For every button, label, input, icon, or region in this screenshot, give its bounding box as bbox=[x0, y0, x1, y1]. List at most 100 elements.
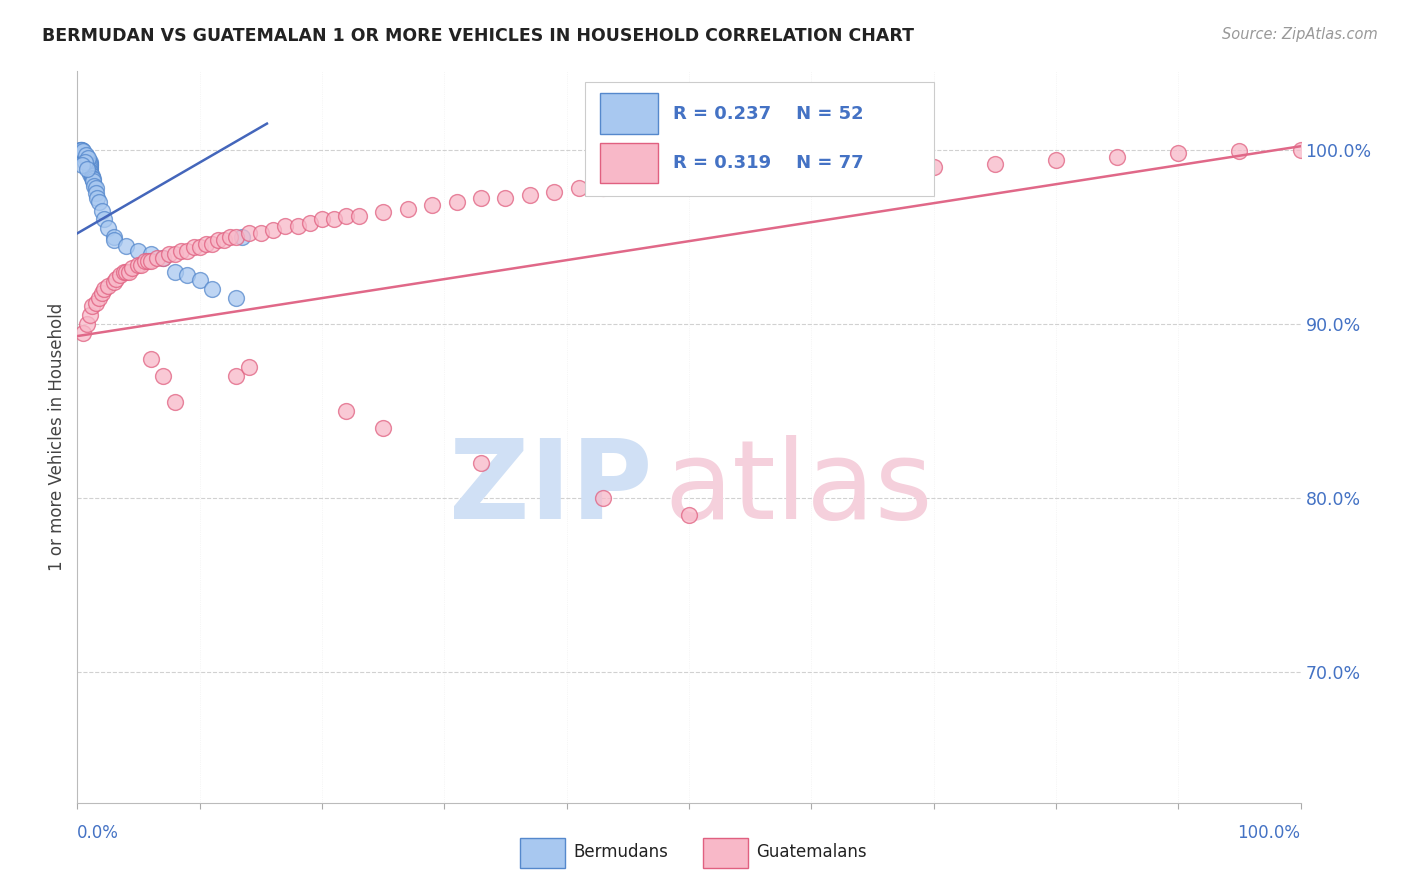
Text: Guatemalans: Guatemalans bbox=[756, 843, 868, 861]
Point bbox=[207, 233, 229, 247]
Point bbox=[165, 265, 187, 279]
Point bbox=[543, 185, 565, 199]
Point bbox=[201, 282, 224, 296]
Point bbox=[79, 165, 101, 179]
Point bbox=[194, 236, 217, 251]
Point bbox=[73, 148, 96, 162]
Point bbox=[225, 369, 247, 384]
Point bbox=[1167, 146, 1189, 161]
Point bbox=[146, 251, 169, 265]
Point bbox=[212, 233, 235, 247]
Point bbox=[287, 219, 309, 234]
Point bbox=[311, 212, 333, 227]
Point bbox=[93, 212, 115, 227]
Point bbox=[231, 229, 253, 244]
Point bbox=[127, 244, 149, 258]
Point bbox=[80, 300, 103, 314]
Point bbox=[79, 160, 101, 174]
Point bbox=[76, 161, 98, 176]
Point bbox=[76, 317, 98, 331]
Point bbox=[984, 156, 1007, 170]
Point bbox=[93, 282, 115, 296]
Point bbox=[103, 233, 125, 247]
Point bbox=[740, 170, 762, 185]
Point bbox=[129, 258, 152, 272]
Point bbox=[238, 227, 260, 241]
Point bbox=[79, 158, 101, 172]
Point bbox=[115, 238, 138, 252]
Point bbox=[121, 261, 143, 276]
Point bbox=[678, 508, 700, 523]
Point bbox=[115, 265, 138, 279]
Text: ZIP: ZIP bbox=[449, 434, 652, 541]
Point bbox=[108, 268, 131, 282]
Point bbox=[298, 216, 321, 230]
Point bbox=[70, 143, 93, 157]
FancyBboxPatch shape bbox=[599, 94, 658, 134]
Point bbox=[84, 296, 107, 310]
Point bbox=[396, 202, 419, 216]
Point bbox=[84, 181, 107, 195]
Point bbox=[225, 291, 247, 305]
Point bbox=[862, 163, 884, 178]
Point bbox=[568, 181, 591, 195]
Point bbox=[76, 153, 98, 168]
Point bbox=[176, 268, 198, 282]
Point bbox=[136, 254, 159, 268]
Point bbox=[80, 170, 103, 185]
Point bbox=[201, 236, 224, 251]
Point bbox=[152, 369, 174, 384]
Point bbox=[84, 186, 107, 201]
Point bbox=[75, 152, 97, 166]
Point bbox=[371, 421, 394, 435]
Point bbox=[592, 491, 614, 505]
Point bbox=[323, 212, 346, 227]
Point bbox=[219, 229, 242, 244]
Point bbox=[139, 351, 162, 366]
Text: BERMUDAN VS GUATEMALAN 1 OR MORE VEHICLES IN HOUSEHOLD CORRELATION CHART: BERMUDAN VS GUATEMALAN 1 OR MORE VEHICLE… bbox=[42, 27, 914, 45]
FancyBboxPatch shape bbox=[599, 143, 658, 183]
Point bbox=[77, 152, 100, 166]
Point bbox=[105, 271, 128, 285]
Point bbox=[83, 179, 105, 194]
Text: Bermudans: Bermudans bbox=[574, 843, 668, 861]
Point bbox=[89, 291, 111, 305]
Point bbox=[103, 229, 125, 244]
Point bbox=[446, 194, 468, 209]
Point bbox=[225, 229, 247, 244]
Point bbox=[70, 143, 93, 157]
Point bbox=[72, 145, 94, 159]
Point bbox=[922, 160, 945, 174]
Point bbox=[70, 158, 93, 172]
Point bbox=[79, 155, 101, 169]
Text: 0.0%: 0.0% bbox=[77, 823, 120, 842]
Y-axis label: 1 or more Vehicles in Household: 1 or more Vehicles in Household bbox=[48, 303, 66, 571]
Point bbox=[274, 219, 297, 234]
Point bbox=[70, 145, 93, 159]
Point bbox=[420, 198, 443, 212]
Point bbox=[250, 227, 273, 241]
Point bbox=[165, 247, 187, 261]
Point bbox=[76, 152, 98, 166]
Point bbox=[97, 278, 120, 293]
Point bbox=[176, 244, 198, 258]
Point bbox=[77, 153, 100, 168]
Point bbox=[72, 326, 94, 340]
Point bbox=[75, 150, 97, 164]
Point bbox=[134, 254, 156, 268]
Point bbox=[90, 203, 112, 218]
Point bbox=[70, 143, 93, 157]
Point bbox=[188, 240, 211, 254]
Point bbox=[73, 155, 96, 169]
Point bbox=[678, 174, 700, 188]
Point bbox=[112, 265, 135, 279]
Text: atlas: atlas bbox=[665, 434, 934, 541]
Point bbox=[79, 163, 101, 178]
Point bbox=[82, 174, 104, 188]
Point bbox=[103, 275, 125, 289]
Point bbox=[519, 188, 541, 202]
Point bbox=[82, 172, 104, 186]
Point bbox=[617, 178, 640, 192]
Point bbox=[97, 221, 120, 235]
Point bbox=[72, 148, 94, 162]
